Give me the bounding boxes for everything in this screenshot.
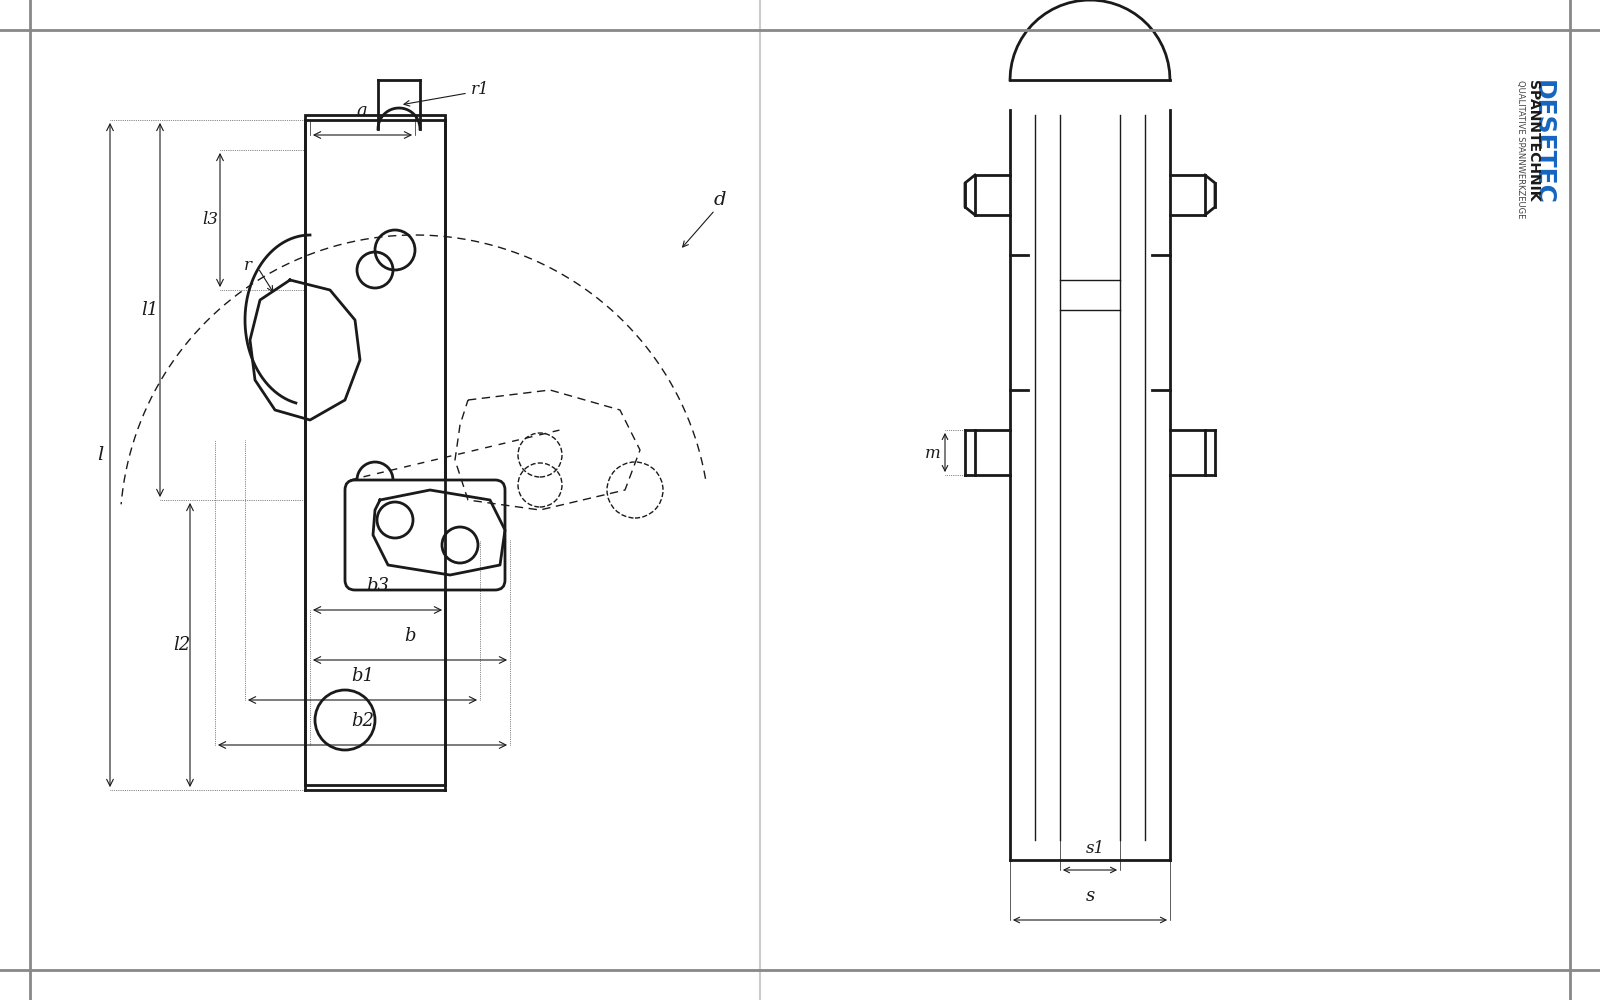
Text: b1: b1 <box>352 667 374 685</box>
Text: b: b <box>405 627 416 645</box>
Text: l3: l3 <box>202 212 218 229</box>
Text: b3: b3 <box>366 577 389 595</box>
Text: a: a <box>357 102 368 120</box>
Text: b2: b2 <box>352 712 374 730</box>
Text: DESETEC: DESETEC <box>1531 80 1555 205</box>
Text: s: s <box>1085 887 1094 905</box>
Text: s1: s1 <box>1085 840 1104 857</box>
Bar <box>306 115 445 785</box>
Text: r: r <box>243 256 253 273</box>
Text: QUALITATIVE SPANNWERKZEUGE: QUALITATIVE SPANNWERKZEUGE <box>1517 80 1525 218</box>
Text: d: d <box>714 191 726 209</box>
Text: l2: l2 <box>173 636 190 654</box>
Text: m: m <box>925 444 941 462</box>
Text: l: l <box>98 446 102 464</box>
Text: r1: r1 <box>470 82 490 99</box>
FancyBboxPatch shape <box>346 480 506 590</box>
Text: l1: l1 <box>141 301 158 319</box>
Text: SPANNTECHNIK: SPANNTECHNIK <box>1526 80 1539 202</box>
